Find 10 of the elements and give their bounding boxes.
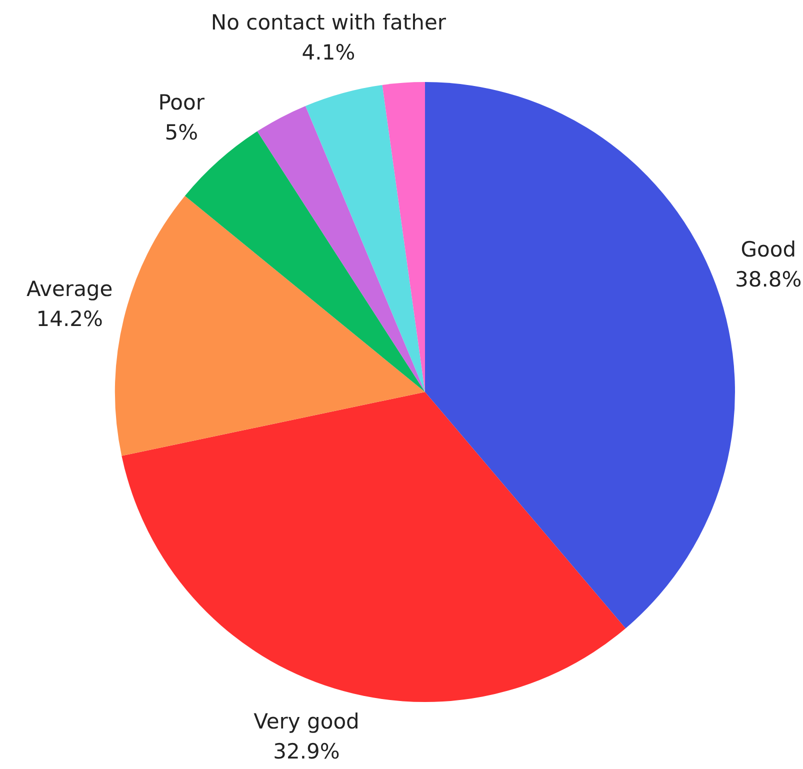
data-label: 4.1% xyxy=(302,40,356,65)
data-label: 5% xyxy=(164,120,198,145)
slice-label: Poor xyxy=(158,90,205,115)
slice-label: Very good xyxy=(254,710,360,734)
slice-label: Average xyxy=(26,276,113,301)
slice-label: No contact with father xyxy=(210,10,446,35)
data-label: 14.2% xyxy=(36,306,103,331)
data-label: 38.8% xyxy=(735,267,802,292)
data-label: 32.9% xyxy=(273,740,340,764)
slice-label: Good xyxy=(740,237,796,262)
